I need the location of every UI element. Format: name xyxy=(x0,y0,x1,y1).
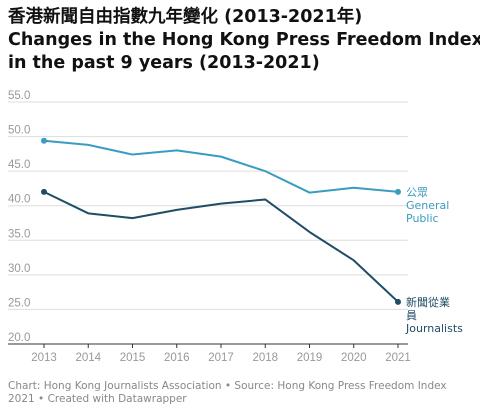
x-tick-label: 2015 xyxy=(120,352,146,364)
x-tick-label: 2019 xyxy=(297,352,323,364)
y-axis-ticks: 55.0 50.0 45.0 40.0 35.0 30.0 25.0 20.0 xyxy=(8,90,30,344)
y-tick-label: 45.0 xyxy=(8,159,30,171)
y-tick-label: 40.0 xyxy=(8,194,30,206)
x-tick-label: 2018 xyxy=(252,352,278,364)
series-label-public: General xyxy=(406,199,449,212)
chart-title: 香港新聞自由指數九年變化 (2013-2021年) Changes in the… xyxy=(8,6,480,75)
x-tick-label: 2020 xyxy=(341,352,367,364)
series-label-journalists: 新聞從業 xyxy=(406,295,450,309)
title-line-chinese: 香港新聞自由指數九年變化 (2013-2021年) xyxy=(8,7,363,27)
x-axis-ticks: 2013 2014 2015 2016 2017 2018 2019 2020 2021 xyxy=(31,344,411,364)
x-tick-label: 2013 xyxy=(31,352,57,364)
data-point-journalists xyxy=(395,298,401,305)
y-tick-label: 55.0 xyxy=(8,90,30,102)
chart-footer: Chart: Hong Kong Journalists Association… xyxy=(8,380,447,405)
data-point-journalists xyxy=(41,188,47,195)
x-tick-label: 2016 xyxy=(164,352,190,364)
y-tick-label: 25.0 xyxy=(8,297,30,309)
x-tick-label: 2014 xyxy=(75,352,101,364)
series-lines xyxy=(41,137,401,305)
title-line-english-1: Changes in the Hong Kong Press Freedom I… xyxy=(8,30,480,50)
y-tick-label: 30.0 xyxy=(8,263,30,275)
series-line-journalists xyxy=(43,190,399,303)
series-label-public: Public xyxy=(406,212,439,225)
data-point-public xyxy=(41,137,47,144)
grid-lines xyxy=(8,101,408,345)
series-line-public xyxy=(43,139,399,194)
y-tick-label: 50.0 xyxy=(8,125,30,137)
x-tick-label: 2017 xyxy=(208,352,234,364)
series-label-journalists: 員 xyxy=(406,309,417,322)
x-tick-label: 2021 xyxy=(385,352,411,364)
y-tick-label: 20.0 xyxy=(8,332,30,344)
data-point-public xyxy=(395,188,401,195)
line-chart: 55.050.045.040.035.030.025.020.0 2013 201… xyxy=(8,90,463,364)
series-label-public: 公眾 xyxy=(406,186,428,199)
series-label-journalists: Journalists xyxy=(405,322,463,335)
title-line-english-2: in the past 9 years (2013-2021) xyxy=(8,53,320,73)
y-tick-label: 35.0 xyxy=(8,228,30,240)
